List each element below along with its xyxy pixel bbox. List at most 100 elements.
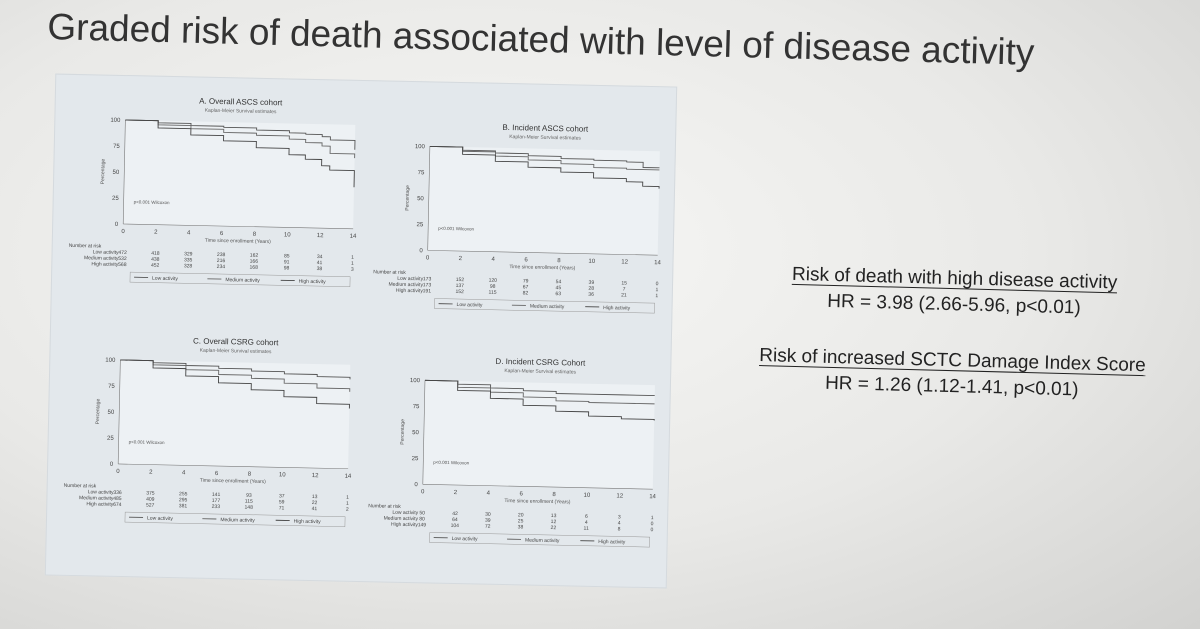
panel-subtitle: Kaplan-Meier Survival estimates: [504, 368, 576, 376]
risk-count: 2: [346, 507, 349, 513]
x-tick-label: 2: [459, 256, 463, 262]
risk-count: 3: [618, 514, 621, 520]
risk-count: 152: [455, 289, 464, 295]
x-tick-label: 8: [552, 492, 556, 498]
risk-count: 11: [584, 526, 590, 532]
risk-count: 91: [284, 259, 290, 265]
x-tick-label: 14: [350, 234, 357, 240]
x-tick-label: 8: [253, 232, 257, 238]
km-figure: A. Overall ASCS cohort Kaplan-Meier Survi…: [44, 73, 678, 589]
risk-count: 71: [279, 505, 285, 511]
y-tick-label: 50: [113, 170, 120, 176]
risk-count: 13: [551, 513, 557, 519]
x-tick-label: 10: [588, 259, 595, 265]
risk-count: 98: [490, 284, 496, 290]
risk-count: 527: [146, 503, 155, 509]
y-axis-label: Percentage: [100, 159, 107, 185]
plot-area: [427, 146, 660, 256]
x-tick-label: 0: [421, 489, 425, 495]
risk-count: 6: [585, 514, 588, 520]
risk-count: 3: [351, 267, 354, 273]
risk-count: 39: [589, 280, 595, 286]
legend-label: Medium activity: [220, 517, 255, 524]
plot-area: [118, 359, 351, 469]
plot-area: [422, 380, 655, 490]
risk-count: 233: [212, 504, 221, 510]
hazard-ratio-summary: Risk of death with high disease activity…: [717, 262, 1190, 404]
risk-count: 54: [556, 279, 562, 285]
risk-count: 173: [423, 282, 432, 288]
risk-count: 409: [146, 497, 155, 503]
risk-row-label: Low activity: [392, 510, 418, 517]
legend-label: High activity: [603, 305, 631, 312]
risk-count: 137: [456, 283, 465, 289]
risk-count: 568: [118, 262, 127, 268]
risk-row-label: Medium activity: [79, 495, 114, 502]
y-axis: [122, 120, 126, 225]
y-tick-label: 50: [417, 196, 424, 202]
x-axis: [422, 484, 653, 490]
risk-count: 1: [346, 495, 349, 501]
x-tick-label: 4: [487, 491, 491, 497]
x-axis-label: Time since enrollment (Years): [200, 478, 266, 485]
risk-count: 67: [523, 284, 529, 290]
risk-count: 1: [346, 501, 349, 507]
panel-subtitle: Kaplan-Meier Survival estimates: [509, 134, 581, 142]
risk-count: 168: [249, 265, 258, 271]
x-axis: [123, 223, 354, 230]
risk-count: 45: [556, 285, 562, 291]
km-curve-3: [120, 359, 350, 409]
y-axis: [422, 380, 426, 485]
x-tick-label: 12: [317, 233, 324, 239]
legend-label: Medium activity: [525, 537, 560, 544]
panel-title: C. Overall CSRG cohort: [193, 336, 279, 347]
x-tick-label: 2: [154, 230, 158, 236]
risk-count: 255: [179, 491, 188, 497]
risk-count: 0: [651, 521, 654, 527]
risk-count: 12: [551, 519, 557, 525]
km-curve-2: [120, 359, 351, 392]
km-curve-3: [125, 119, 355, 188]
legend-label: High activity: [294, 519, 322, 526]
y-axis-label: Percentage: [95, 398, 102, 424]
x-tick-label: 12: [312, 473, 319, 479]
y-axis-label: Percentage: [400, 419, 407, 445]
risk-count: 22: [551, 525, 557, 531]
risk-count: 148: [244, 505, 253, 511]
risk-count: 0: [650, 527, 653, 533]
x-tick-label: 0: [121, 229, 125, 235]
x-tick-label: 2: [454, 490, 458, 496]
km-curve-1: [125, 119, 356, 150]
x-axis-label: Time since enrollment (Years): [205, 238, 271, 245]
risk-count: 485: [113, 496, 122, 502]
legend-box: [434, 298, 655, 314]
x-tick-label: 14: [345, 474, 352, 480]
slide-title: Graded risk of death associated with lev…: [46, 6, 1035, 73]
risk-count: 141: [212, 492, 221, 498]
y-axis: [117, 359, 121, 464]
panel-title: B. Incident ASCS cohort: [502, 123, 589, 134]
risk-count: 20: [518, 512, 524, 518]
x-tick-label: 10: [279, 472, 286, 478]
x-tick-label: 4: [182, 470, 186, 476]
panel-title: D. Incident CSRG Cohort: [495, 357, 586, 368]
risk-count: 1: [655, 293, 658, 299]
y-tick-label: 75: [113, 144, 120, 150]
risk-count: 532: [118, 256, 127, 262]
legend-label: High activity: [598, 539, 626, 546]
km-curve-2: [125, 119, 356, 159]
risk-count: 42: [452, 511, 458, 517]
y-tick-label: 0: [115, 222, 119, 228]
y-tick-label: 25: [112, 196, 119, 202]
risk-table-header: Number at risk: [64, 483, 97, 490]
risk-count: 177: [212, 498, 221, 504]
x-tick-label: 0: [116, 469, 120, 475]
risk-count: 25: [518, 518, 524, 524]
risk-count: 80: [419, 516, 425, 522]
risk-row-label: High activity: [91, 261, 119, 268]
risk-count: 64: [452, 517, 458, 523]
risk-count: 120: [489, 278, 498, 284]
risk-table-header: Number at risk: [69, 243, 102, 250]
legend-label: High activity: [299, 279, 327, 286]
